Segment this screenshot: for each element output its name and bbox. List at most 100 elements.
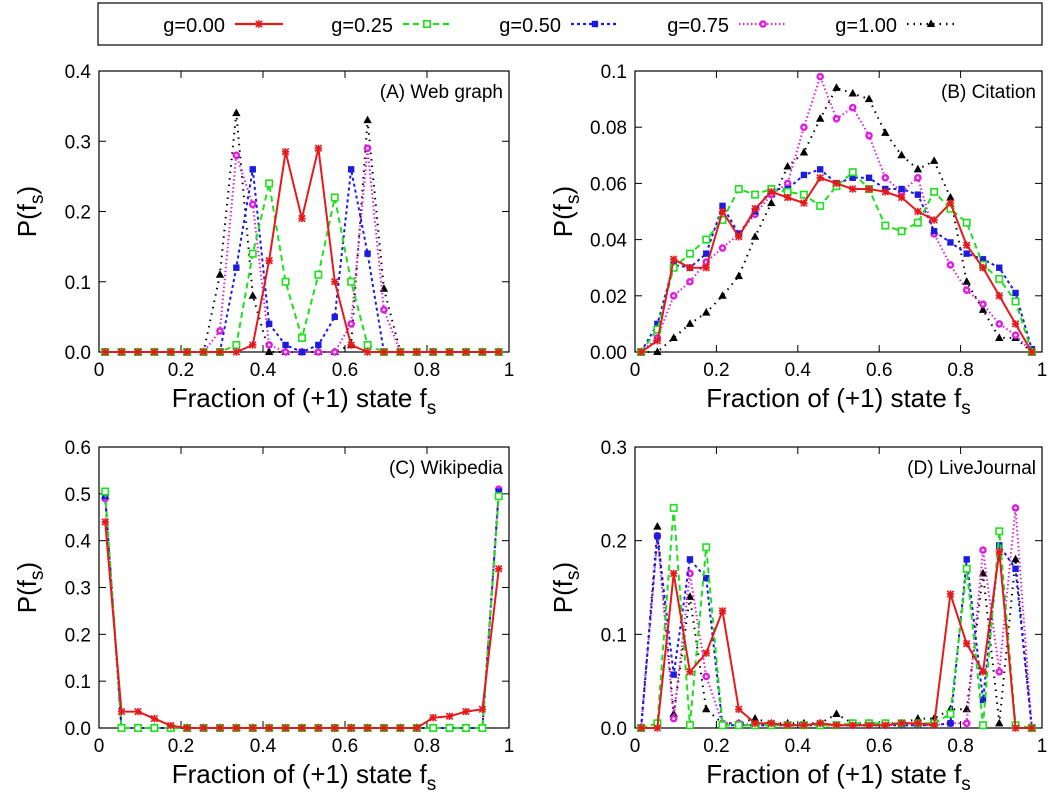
data-point — [654, 320, 661, 328]
y-tick-label: 0.4 — [65, 532, 92, 553]
data-point — [865, 131, 873, 140]
data-point — [978, 568, 988, 577]
series-g=0.75 — [101, 485, 503, 732]
data-point — [832, 709, 841, 717]
series-g=0.75 — [637, 72, 1036, 356]
data-point — [849, 174, 856, 181]
data-point — [848, 185, 857, 193]
data-point — [265, 320, 273, 328]
data-point — [232, 724, 241, 732]
y-axis-label: P(fs) — [12, 186, 48, 237]
legend-entry: g=0.25 — [331, 15, 451, 37]
data-point — [363, 115, 372, 124]
x-tick-label: 1 — [1037, 360, 1048, 381]
data-point — [445, 348, 454, 356]
y-tick-label: 0.0 — [601, 719, 627, 740]
data-point — [832, 114, 841, 123]
x-tick-label: 0.2 — [703, 736, 729, 757]
data-point — [248, 249, 257, 258]
data-point — [962, 218, 971, 227]
series-line — [641, 86, 1033, 353]
data-point — [783, 193, 792, 202]
data-point — [995, 292, 1004, 300]
data-point — [930, 721, 938, 729]
series-line — [104, 491, 500, 729]
y-tick-label: 0.2 — [65, 203, 91, 224]
y-tick-label: 0.3 — [65, 579, 91, 600]
legend-entry: g=0.00 — [163, 15, 283, 37]
legend-entry: g=0.75 — [667, 15, 787, 37]
data-point — [412, 348, 421, 356]
data-point — [686, 263, 694, 272]
data-point — [1011, 297, 1020, 306]
series-line — [640, 506, 1032, 729]
data-point — [718, 607, 727, 615]
data-point — [314, 724, 323, 732]
data-point — [865, 185, 873, 193]
data-point — [330, 193, 339, 202]
data-point — [979, 696, 987, 704]
data-point — [232, 348, 241, 356]
data-point — [979, 300, 987, 309]
x-axis-label: Fraction of (+1) state fs — [172, 383, 437, 419]
data-point — [347, 724, 355, 732]
data-point — [347, 277, 356, 286]
data-point — [232, 151, 241, 160]
data-point — [1012, 289, 1019, 297]
data-point — [816, 72, 824, 81]
data-point — [881, 188, 890, 196]
data-point — [101, 348, 109, 356]
data-point — [281, 277, 290, 286]
data-point — [685, 249, 694, 258]
data-point — [881, 128, 890, 136]
data-point — [702, 649, 710, 657]
data-point — [963, 556, 970, 563]
x-tick-label: 0.8 — [414, 736, 440, 757]
series-g=0.00 — [101, 144, 503, 356]
data-point — [702, 672, 711, 681]
series-line — [104, 491, 500, 729]
series-g=0.75 — [101, 144, 503, 356]
chart-panel: 0.0 0.1 0.2 0.3 0.4 0 0.2 0.4 0.6 0.8 1 Fraction of… — [12, 62, 514, 419]
data-point — [996, 264, 1003, 271]
data-point — [832, 83, 841, 91]
data-point — [281, 724, 290, 732]
data-point — [199, 348, 208, 356]
data-point — [962, 277, 971, 285]
data-point — [914, 719, 922, 728]
data-point — [783, 721, 792, 729]
x-tick-label: 0.8 — [947, 736, 973, 757]
data-point — [298, 214, 306, 223]
data-point — [669, 255, 678, 264]
data-point — [962, 639, 971, 648]
data-point — [816, 166, 824, 173]
data-point — [1011, 331, 1020, 339]
data-point — [995, 527, 1004, 536]
legend-entry: g=0.50 — [499, 15, 619, 37]
series-g=1.00 — [100, 108, 503, 355]
x-tick-label: 0.4 — [250, 360, 277, 381]
x-tick-label: 0 — [630, 360, 641, 381]
x-tick-label: 0.2 — [703, 360, 729, 381]
legend-label: g=0.00 — [163, 15, 225, 37]
x-tick-label: 1 — [504, 360, 515, 381]
data-point — [685, 721, 694, 730]
data-point — [347, 341, 355, 349]
y-tick-label: 0.1 — [601, 625, 627, 646]
data-point — [702, 308, 711, 316]
data-point — [233, 264, 240, 271]
data-point — [216, 327, 224, 335]
legend-marker — [591, 20, 599, 28]
data-point — [380, 348, 388, 356]
data-point — [216, 724, 224, 732]
series-g=0.25 — [101, 487, 503, 732]
series-line — [640, 168, 1033, 353]
data-point — [101, 487, 110, 496]
legend-label: g=0.25 — [331, 15, 393, 37]
data-point — [718, 721, 727, 730]
data-point — [134, 707, 142, 716]
data-point — [429, 723, 438, 732]
data-point — [215, 270, 225, 278]
data-point — [719, 202, 726, 210]
